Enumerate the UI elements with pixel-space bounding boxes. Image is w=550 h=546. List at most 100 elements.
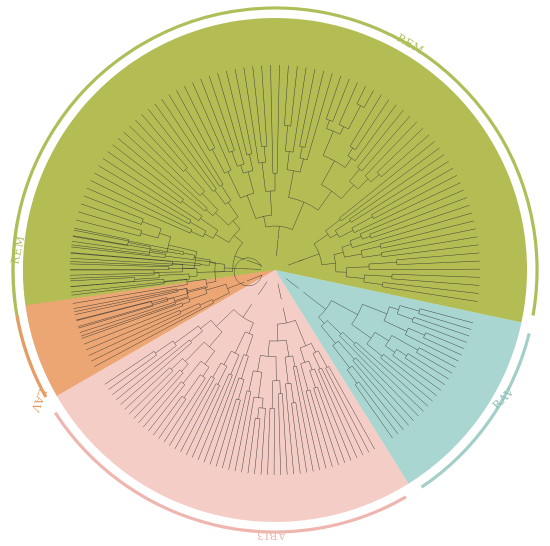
leaf-branch <box>74 288 187 313</box>
leaf-branch <box>81 302 183 339</box>
internal-arc <box>285 383 291 385</box>
internal-branch <box>300 363 309 391</box>
leaf-branch <box>174 378 215 450</box>
internal-branch <box>227 202 239 217</box>
internal-arc <box>225 200 232 205</box>
clade-rings <box>11 6 539 534</box>
internal-branch <box>346 276 365 279</box>
leaf-branch <box>71 283 165 296</box>
internal-arc <box>338 218 342 222</box>
leaf-branch <box>284 65 289 126</box>
leaf-branch <box>226 70 248 155</box>
leaf-branch <box>86 310 180 351</box>
internal-branch <box>172 263 183 265</box>
internal-arc <box>231 350 240 356</box>
leaf-branch <box>332 78 350 122</box>
internal-branch <box>200 218 219 231</box>
internal-branch <box>215 212 229 226</box>
internal-branch <box>186 279 206 283</box>
leaf-branch <box>83 195 144 220</box>
leaf-branch <box>70 258 201 266</box>
internal-branch <box>238 379 245 400</box>
internal-branch <box>183 374 201 398</box>
internal-arc <box>312 350 319 354</box>
leaf-branch <box>260 408 266 475</box>
internal-branch <box>249 154 254 171</box>
leaf-branch <box>356 86 366 104</box>
internal-branch <box>196 271 225 273</box>
internal-branch <box>183 252 195 256</box>
leaf-branch <box>358 381 399 435</box>
internal-arc <box>332 340 339 346</box>
leaf-branch <box>138 372 184 424</box>
ring-arc-4 <box>11 215 21 303</box>
leaf-branch <box>295 402 307 473</box>
internal-branch <box>204 233 214 239</box>
internal-branch <box>351 216 373 229</box>
leaf-branch <box>70 272 160 276</box>
internal-branch <box>349 236 362 242</box>
internal-branch <box>205 209 213 216</box>
internal-branch <box>165 255 194 260</box>
leaf-branch <box>278 393 281 475</box>
internal-arc <box>198 215 203 221</box>
sector-rem-4 <box>23 209 276 306</box>
internal-branch <box>313 234 329 244</box>
leaf-branch <box>70 252 173 262</box>
internal-branch <box>163 278 187 282</box>
root-branch <box>285 278 299 289</box>
internal-branch <box>361 245 381 251</box>
leaf-branch <box>80 303 176 337</box>
leaf-branch <box>425 332 465 349</box>
leaf-branch <box>78 305 153 329</box>
internal-branch <box>370 174 380 183</box>
leaf-branch <box>355 99 390 150</box>
leaf-branch <box>383 354 437 397</box>
internal-branch <box>338 340 355 360</box>
internal-branch <box>311 343 316 353</box>
internal-arc <box>321 184 342 199</box>
internal-arc <box>246 153 252 156</box>
internal-branch <box>155 340 174 354</box>
internal-branch <box>317 190 332 211</box>
internal-branch <box>181 363 189 372</box>
leaf-branch <box>247 418 256 474</box>
internal-arc <box>229 150 235 153</box>
internal-arc <box>193 255 195 260</box>
leaf-branch <box>313 388 339 465</box>
internal-branch <box>202 193 219 211</box>
internal-branch <box>202 367 210 377</box>
leaf-branch <box>70 281 135 287</box>
root-branch <box>246 274 263 282</box>
leaf-branch <box>354 182 461 233</box>
leaf-branch <box>407 353 449 380</box>
internal-arc <box>233 309 254 324</box>
leaf-branch <box>361 115 411 172</box>
leaf-branch <box>197 375 233 461</box>
leaf-branch <box>292 67 307 153</box>
leaf-branch <box>234 391 252 472</box>
sector-lav-3 <box>25 270 275 396</box>
leaf-branch <box>293 366 314 472</box>
leaf-branch <box>243 67 259 164</box>
internal-branch <box>128 242 151 247</box>
internal-branch <box>346 266 370 268</box>
internal-arc <box>181 381 186 385</box>
leaf-branch <box>392 273 480 278</box>
internal-arc <box>224 169 232 174</box>
leaf-branch <box>411 321 467 343</box>
leaf-branch <box>108 354 157 390</box>
leaf-branch <box>129 125 201 196</box>
internal-arc <box>240 192 254 199</box>
internal-arc <box>149 246 151 255</box>
leaf-branch <box>241 396 255 473</box>
internal-arc <box>188 297 191 302</box>
leaf-branch <box>382 244 479 257</box>
internal-arc <box>220 362 228 367</box>
internal-branch <box>286 340 290 357</box>
leaf-branch <box>396 252 480 261</box>
leaf-branch <box>355 342 429 407</box>
leaf-branch <box>382 282 479 294</box>
internal-branch <box>321 325 336 344</box>
leaf-branch <box>304 70 324 148</box>
